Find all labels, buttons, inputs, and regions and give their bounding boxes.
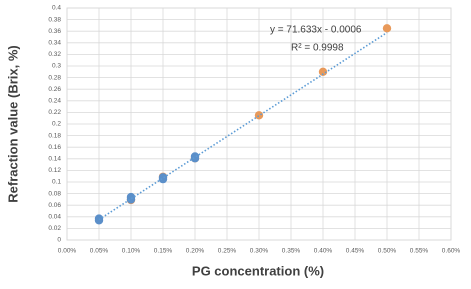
y-tick-label: 0.36 bbox=[48, 28, 61, 35]
y-tick-label: 0.04 bbox=[48, 214, 61, 221]
y-tick-label: 0.1 bbox=[52, 179, 61, 186]
x-tick-label: 0.45% bbox=[346, 248, 365, 255]
x-tick-label: 0.15% bbox=[154, 248, 173, 255]
y-tick-label: 0.26 bbox=[48, 86, 61, 93]
equation: y = 71.633x - 0.0006 bbox=[270, 25, 362, 36]
x-tick-label: 0.30% bbox=[250, 248, 269, 255]
y-tick-label: 0.24 bbox=[48, 98, 61, 105]
r-squared: R² = 0.9998 bbox=[291, 43, 344, 54]
x-tick-label: 0.10% bbox=[122, 248, 141, 255]
y-tick-label: 0.4 bbox=[52, 5, 61, 12]
y-tick-label: 0.22 bbox=[48, 109, 61, 116]
y-tick-label: 0.06 bbox=[48, 202, 61, 209]
plot bbox=[94, 24, 392, 225]
y-tick-label: 0.32 bbox=[48, 51, 61, 58]
y-tick-label: 0.14 bbox=[48, 156, 61, 163]
y-tick-label: 0.12 bbox=[48, 167, 61, 174]
grid: 00.020.040.060.080.10.120.140.160.180.20… bbox=[48, 5, 460, 255]
x-tick-label: 0.50% bbox=[378, 248, 397, 255]
x-tick-label: 0.60% bbox=[442, 248, 461, 255]
data-point bbox=[94, 216, 104, 225]
y-tick-label: 0.02 bbox=[48, 225, 61, 232]
y-tick-label: 0.2 bbox=[52, 121, 61, 128]
y-tick-label: 0 bbox=[57, 237, 61, 244]
data-point bbox=[158, 174, 168, 184]
x-tick-label: 0.00% bbox=[58, 248, 77, 255]
data-point bbox=[190, 154, 200, 163]
data-point bbox=[254, 111, 264, 120]
x-tick-label: 0.25% bbox=[218, 248, 237, 255]
data-point bbox=[318, 67, 328, 77]
y-axis-title: Refraction value (Brix, %) bbox=[5, 45, 20, 203]
x-tick-label: 0.20% bbox=[186, 248, 205, 255]
data-point bbox=[126, 195, 136, 204]
data-point bbox=[382, 24, 392, 33]
y-tick-label: 0.18 bbox=[48, 132, 61, 139]
y-tick-label: 0.28 bbox=[48, 74, 61, 81]
y-tick-label: 0.16 bbox=[48, 144, 61, 151]
y-tick-label: 0.34 bbox=[48, 40, 61, 47]
x-tick-label: 0.55% bbox=[410, 248, 429, 255]
x-tick-label: 0.05% bbox=[90, 248, 109, 255]
y-tick-label: 0.3 bbox=[52, 63, 61, 70]
y-tick-label: 0.08 bbox=[48, 190, 61, 197]
x-tick-label: 0.40% bbox=[314, 248, 333, 255]
trendline bbox=[98, 31, 388, 221]
x-axis-title: PG concentration (%) bbox=[192, 263, 324, 278]
x-tick-label: 0.35% bbox=[282, 248, 301, 255]
y-tick-label: 0.38 bbox=[48, 16, 61, 23]
